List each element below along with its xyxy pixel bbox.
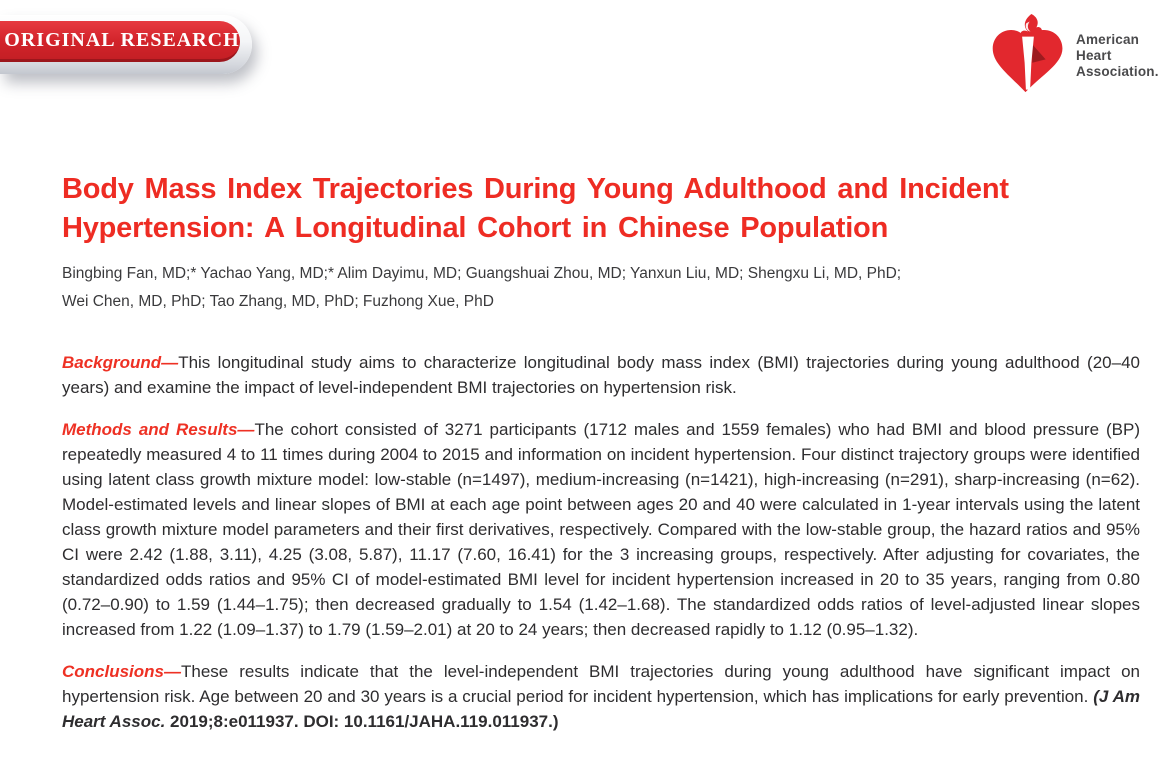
journal-citation-doi: 2019;8:e011937. DOI: 10.1161/JAHA.119.01… [165, 712, 559, 731]
author-list-line1: Bingbing Fan, MD;* Yachao Yang, MD;* Ali… [62, 265, 902, 282]
background-text: This longitudinal study aims to characte… [62, 353, 1140, 397]
article-title-line2: Hypertension: A Longitudinal Cohort in C… [62, 212, 889, 244]
background-label: Background— [62, 353, 179, 372]
abstract-background-paragraph: Background—This longitudinal study aims … [62, 350, 1140, 400]
abstract: Background—This longitudinal study aims … [62, 350, 1140, 751]
aha-text-line2: Heart [1076, 48, 1112, 63]
author-list: Bingbing Fan, MD;* Yachao Yang, MD;* Ali… [62, 260, 1132, 316]
abstract-methods-results-paragraph: Methods and Results—The cohort consisted… [62, 417, 1140, 642]
journal-citation-italic: (J Am Heart Assoc. [62, 687, 1140, 731]
aha-logo-text: American Heart Association. [1076, 32, 1158, 80]
aha-text-line1: American [1076, 32, 1140, 47]
article-title-line1: Body Mass Index Trajectories During Youn… [62, 173, 1009, 205]
methods-results-label: Methods and Results— [62, 420, 255, 439]
aha-logo: American Heart Association. [986, 10, 1158, 102]
ribbon-red-pill: ORIGINAL RESEARCH [0, 21, 240, 62]
aha-text-line3: Association. [1076, 64, 1158, 79]
conclusions-text: These results indicate that the level-in… [62, 662, 1140, 706]
original-research-ribbon: ORIGINAL RESEARCH [0, 15, 252, 74]
article-title: Body Mass Index Trajectories During Youn… [62, 170, 1107, 248]
ribbon-silver-capsule: ORIGINAL RESEARCH [0, 15, 252, 74]
author-list-line2: Wei Chen, MD, PhD; Tao Zhang, MD, PhD; F… [62, 293, 494, 310]
methods-results-text: The cohort consisted of 3271 participant… [62, 420, 1141, 639]
original-research-label: ORIGINAL RESEARCH [4, 28, 240, 51]
heart-torch-icon [992, 14, 1063, 93]
conclusions-label: Conclusions— [62, 662, 182, 681]
abstract-conclusions-paragraph: Conclusions—These results indicate that … [62, 659, 1140, 734]
